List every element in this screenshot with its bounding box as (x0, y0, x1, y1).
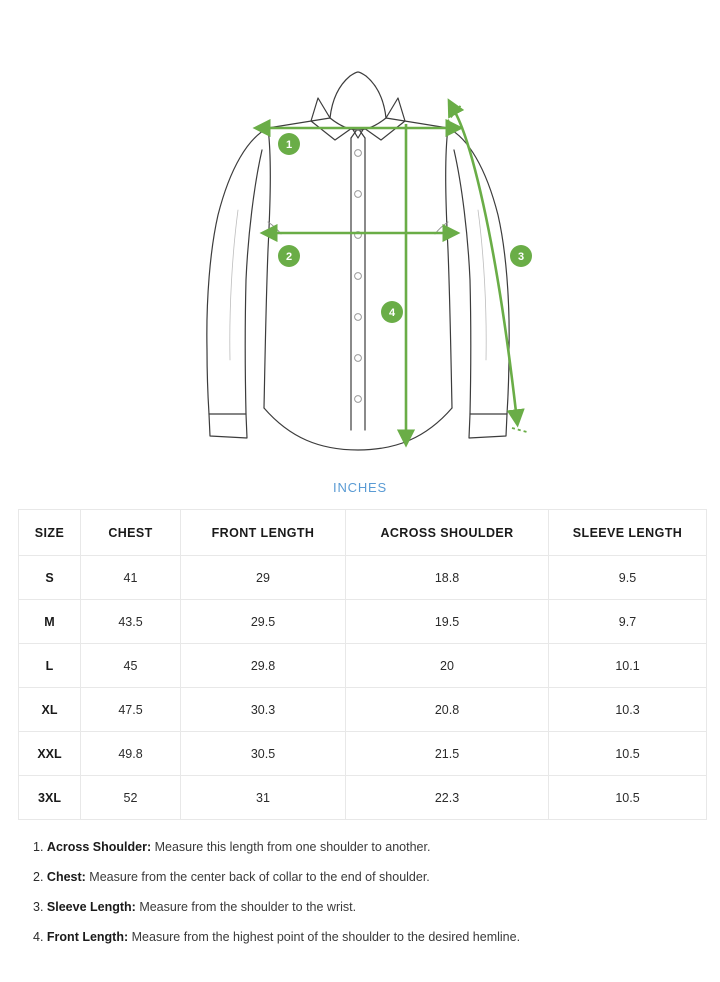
instruction-index: 3. (33, 900, 44, 915)
measurement-instructions: 1. Across Shoulder: Measure this length … (0, 820, 720, 947)
cell-front-length: 30.3 (180, 687, 346, 732)
column-header-across-shoulder: ACROSS SHOULDER (345, 509, 549, 556)
cell-sleeve-length: 9.5 (548, 555, 707, 600)
table-row: S 41 29 18.8 9.5 (18, 555, 707, 600)
diagram-badge-2: 2 (278, 245, 300, 267)
measure-line-sleeve-length (446, 98, 528, 433)
cell-sleeve-length: 10.3 (548, 687, 707, 732)
size-chart-table-wrapper: SIZE CHEST FRONT LENGTH ACROSS SHOULDER … (0, 509, 720, 820)
table-body: S 41 29 18.8 9.5 M 43.5 29.5 19.5 9.7 L … (18, 555, 707, 820)
instruction-term: Front Length: (46, 930, 129, 945)
instruction-text: Measure from the highest point of the sh… (128, 930, 521, 945)
column-header-size: SIZE (18, 509, 81, 556)
cell-chest: 52 (80, 775, 181, 820)
instruction-text: Measure from the shoulder to the wrist. (135, 900, 357, 915)
instruction-text: Measure this length from one shoulder to… (151, 840, 431, 854)
units-label-text: INCHES (333, 480, 387, 495)
instruction-index: 1. (33, 840, 44, 854)
cell-chest: 49.8 (80, 731, 181, 776)
instruction-separator: : (81, 870, 86, 885)
cell-front-length: 30.5 (180, 731, 346, 776)
table-row: XL 47.5 30.3 20.8 10.3 (18, 687, 707, 732)
instruction-text: Measure from the center back of collar t… (85, 870, 430, 885)
instruction-term: Across Shoulder (46, 840, 147, 854)
instruction-item: 1. Across Shoulder: Measure this length … (33, 838, 720, 856)
cell-across-shoulder: 20 (345, 643, 549, 688)
cell-front-length: 29.8 (180, 643, 346, 688)
cell-chest: 43.5 (80, 599, 181, 644)
instruction-index: 2. (33, 870, 44, 885)
instruction-item: 3. Sleeve Length: Measure from the shoul… (33, 898, 720, 916)
diagram-badge-4-label: 4 (389, 307, 396, 319)
diagram-badge-3: 3 (510, 245, 532, 267)
instruction-term: Chest (46, 870, 82, 885)
column-header-front-length: FRONT LENGTH (180, 509, 346, 556)
cell-across-shoulder: 19.5 (345, 599, 549, 644)
cell-across-shoulder: 18.8 (345, 555, 549, 600)
diagram-badge-4: 4 (381, 301, 403, 323)
cell-size: L (18, 643, 81, 688)
cell-size: 3XL (18, 775, 81, 820)
cell-chest: 45 (80, 643, 181, 688)
diagram-badge-3-label: 3 (518, 251, 524, 263)
diagram-badge-1-label: 1 (286, 139, 292, 151)
cell-front-length: 29.5 (180, 599, 346, 644)
cell-size: XL (18, 687, 81, 732)
cell-chest: 47.5 (80, 687, 181, 732)
cell-across-shoulder: 22.3 (345, 775, 549, 820)
table-row: M 43.5 29.5 19.5 9.7 (18, 599, 707, 644)
table-row: L 45 29.8 20 10.1 (18, 643, 707, 688)
cell-front-length: 31 (180, 775, 346, 820)
diagram-badge-2-label: 2 (286, 251, 292, 263)
column-header-sleeve-length: SLEEVE LENGTH (548, 509, 707, 556)
cell-size: S (18, 555, 81, 600)
cell-sleeve-length: 10.5 (548, 775, 707, 820)
shirt-diagram: 1 2 3 4 (0, 0, 720, 480)
cell-size: XXL (18, 731, 81, 776)
instruction-index: 4. (33, 930, 44, 945)
instruction-separator: : (146, 840, 152, 854)
cell-size: M (18, 599, 81, 644)
cell-across-shoulder: 21.5 (345, 731, 549, 776)
column-header-chest: CHEST (80, 509, 181, 556)
size-chart-table: SIZE CHEST FRONT LENGTH ACROSS SHOULDER … (18, 509, 707, 820)
instruction-item: 2. Chest: Measure from the center back o… (33, 868, 720, 886)
cell-front-length: 29 (180, 555, 346, 600)
units-label: INCHES (0, 480, 720, 509)
table-header-row: SIZE CHEST FRONT LENGTH ACROSS SHOULDER … (18, 509, 707, 556)
cell-sleeve-length: 10.1 (548, 643, 707, 688)
cell-sleeve-length: 10.5 (548, 731, 707, 776)
instruction-term: Sleeve Length: (46, 900, 136, 915)
diagram-badge-1: 1 (278, 133, 300, 155)
cell-across-shoulder: 20.8 (345, 687, 549, 732)
table-row: XXL 49.8 30.5 21.5 10.5 (18, 731, 707, 776)
cell-sleeve-length: 9.7 (548, 599, 707, 644)
table-row: 3XL 52 31 22.3 10.5 (18, 775, 707, 820)
cell-chest: 41 (80, 555, 181, 600)
instruction-item: 4. Front Length: Measure from the highes… (33, 928, 720, 946)
